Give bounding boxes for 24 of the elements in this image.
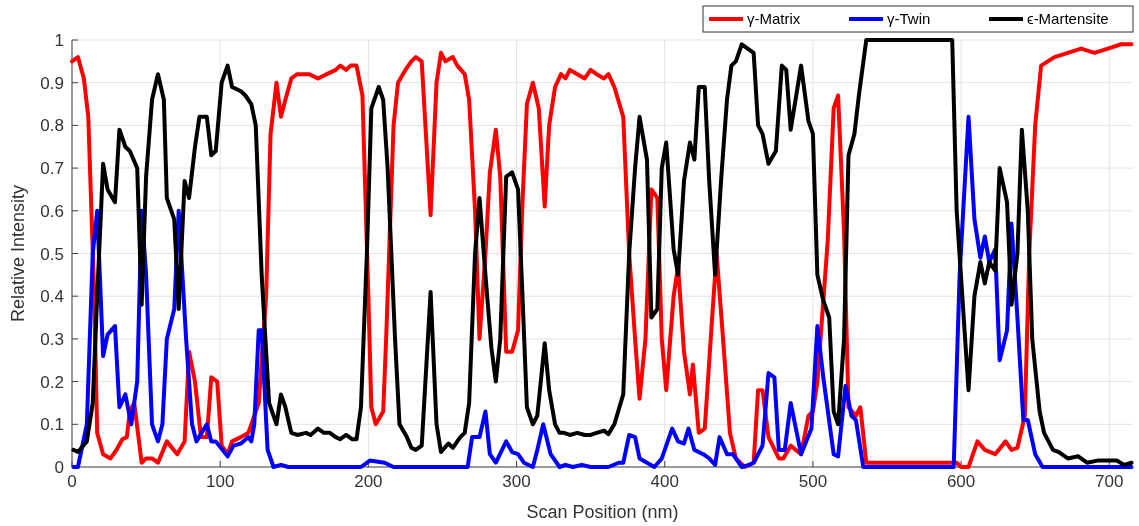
y-tick-label: 0.5 — [40, 244, 64, 264]
x-tick-label: 700 — [1095, 472, 1124, 491]
x-tick-label: 600 — [946, 472, 976, 491]
y-tick-label: 0 — [54, 458, 64, 477]
y-tick-label: 1 — [54, 31, 64, 50]
y-tick-label: 0.4 — [40, 287, 64, 307]
x-axis-title: Scan Position (nm) — [526, 502, 679, 522]
y-tick-label: 0.8 — [40, 116, 64, 136]
x-tick-label: 400 — [650, 472, 679, 491]
legend-label: γ-Matrix — [747, 10, 801, 27]
x-tick-label: 100 — [206, 472, 235, 491]
y-tick-label: 0.7 — [40, 159, 64, 179]
y-tick-label: 0.9 — [40, 73, 64, 93]
x-tick-label: 0 — [67, 472, 77, 491]
y-axis-title: Relative Intensity — [8, 184, 28, 323]
x-tick-label: 200 — [354, 472, 383, 491]
y-tick-label: 0.3 — [40, 329, 64, 349]
y-tick-label: 0.2 — [40, 372, 64, 392]
legend-label: γ-Twin — [887, 10, 931, 27]
y-tick-label: 0.1 — [40, 415, 64, 435]
x-tick-label: 300 — [502, 472, 531, 491]
x-tick-label: 500 — [798, 472, 828, 491]
y-tick-label: 0.6 — [40, 201, 64, 221]
legend-label: ϵ-Martensite — [1027, 10, 1109, 27]
